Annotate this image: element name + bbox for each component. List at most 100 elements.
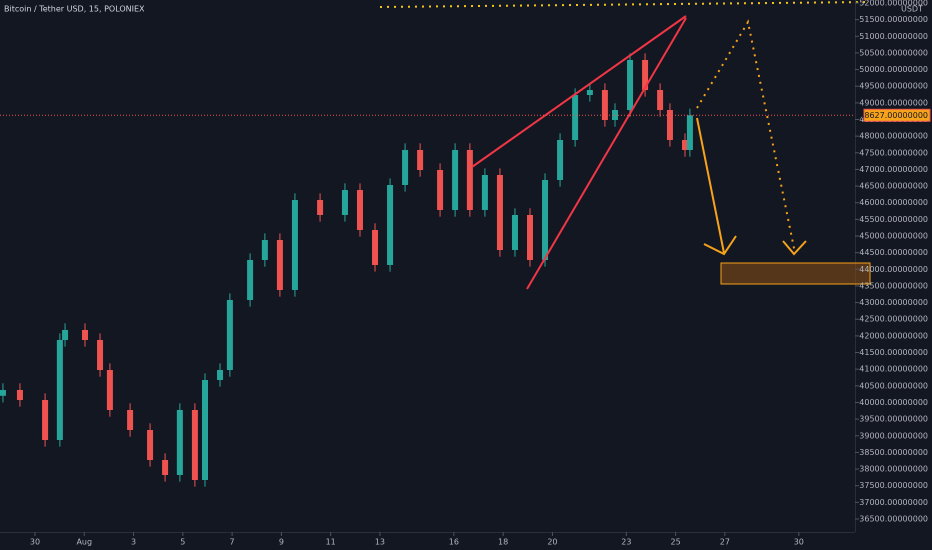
candle-body bbox=[372, 229, 379, 265]
y-tick-label: 41500.00000000 bbox=[859, 348, 928, 357]
candle-body bbox=[341, 190, 348, 215]
candle-body bbox=[217, 370, 224, 380]
candle-body bbox=[402, 150, 409, 185]
y-tick-label: 46500.00000000 bbox=[859, 182, 928, 191]
y-tick-label: 47000.00000000 bbox=[859, 165, 928, 174]
candle-body bbox=[62, 329, 69, 340]
x-tick-label: 11 bbox=[326, 538, 336, 547]
candle-body bbox=[127, 409, 134, 431]
y-tick-label: 48000.00000000 bbox=[859, 132, 928, 141]
y-tick-label: 45500.00000000 bbox=[859, 215, 928, 224]
candle-body bbox=[16, 389, 23, 401]
y-tick-label: 44000.00000000 bbox=[859, 265, 928, 274]
y-tick-label: 51500.00000000 bbox=[859, 15, 928, 24]
y-tick-label: 44500.00000000 bbox=[859, 248, 928, 257]
last-price-label: 48627.00000000 bbox=[859, 111, 928, 120]
candle-body bbox=[56, 339, 63, 440]
x-tick-label: 25 bbox=[671, 538, 681, 547]
arrow bbox=[696, 117, 725, 254]
x-tick-label: 7 bbox=[230, 538, 235, 547]
y-tick-label: 40000.00000000 bbox=[859, 398, 928, 407]
candle-body bbox=[666, 110, 673, 141]
candle-body bbox=[642, 59, 649, 91]
y-tick-label: 50500.00000000 bbox=[859, 48, 928, 57]
candle-body bbox=[191, 409, 198, 481]
y-tick-label: 38500.00000000 bbox=[859, 448, 928, 457]
candle-body bbox=[317, 200, 324, 215]
candle-body bbox=[202, 380, 209, 481]
y-tick-label: 47500.00000000 bbox=[859, 148, 928, 157]
candle-body bbox=[261, 240, 268, 260]
candle-body bbox=[627, 59, 634, 111]
x-tick-label: 18 bbox=[498, 538, 508, 547]
candle-body bbox=[527, 214, 534, 260]
x-tick-label: 3 bbox=[131, 538, 136, 547]
candle-body bbox=[387, 184, 394, 265]
y-tick-label: 37000.00000000 bbox=[859, 498, 928, 507]
y-tick-label: 51000.00000000 bbox=[859, 32, 928, 41]
chart-title: Bitcoin / Tether USD, 15, POLONIEX bbox=[4, 5, 145, 14]
candle-body bbox=[176, 409, 183, 476]
arrow-head bbox=[782, 240, 807, 256]
candle-body bbox=[106, 370, 113, 410]
y-tick-label: 46000.00000000 bbox=[859, 198, 928, 207]
candle-body bbox=[247, 259, 254, 301]
x-tick-label: 23 bbox=[621, 538, 631, 547]
candle-body bbox=[97, 339, 104, 371]
x-tick-label: 27 bbox=[720, 538, 730, 547]
x-tick-label: 20 bbox=[547, 538, 557, 547]
y-tick-label: 49500.00000000 bbox=[859, 82, 928, 91]
candle-body bbox=[0, 389, 6, 396]
axis-unit: USDT bbox=[901, 5, 923, 14]
x-tick-label: 30 bbox=[30, 538, 40, 547]
y-tick-label: 45000.00000000 bbox=[859, 232, 928, 241]
candle-body bbox=[466, 150, 473, 210]
y-tick-label: 39000.00000000 bbox=[859, 431, 928, 440]
candle-body bbox=[481, 175, 488, 210]
y-tick-label: 50000.00000000 bbox=[859, 65, 928, 74]
y-tick-label: 49000.00000000 bbox=[859, 98, 928, 107]
y-tick-label: 37500.00000000 bbox=[859, 481, 928, 490]
y-tick-label: 52000.00000000 bbox=[859, 0, 928, 7]
dotted-arrow bbox=[696, 19, 796, 254]
candle-body bbox=[681, 140, 688, 151]
arrow-head bbox=[703, 235, 737, 256]
candle-body bbox=[657, 90, 664, 111]
candle-body bbox=[276, 240, 283, 290]
drawings bbox=[379, 1, 871, 290]
x-tick-label: 30 bbox=[794, 538, 804, 547]
candle-body bbox=[452, 150, 459, 210]
y-tick-label: 40500.00000000 bbox=[859, 381, 928, 390]
x-tick-label: 5 bbox=[180, 538, 185, 547]
x-tick-label: Aug bbox=[76, 538, 92, 547]
y-tick-label: 42000.00000000 bbox=[859, 331, 928, 340]
candle-body bbox=[542, 179, 549, 260]
dotted-line bbox=[379, 1, 871, 8]
candle-body bbox=[557, 140, 564, 180]
wedge-line bbox=[471, 15, 687, 168]
candle-body bbox=[417, 150, 424, 171]
plot bbox=[0, 53, 693, 487]
y-tick-label: 42500.00000000 bbox=[859, 315, 928, 324]
x-tick-label: 13 bbox=[375, 538, 385, 547]
last-price-box bbox=[863, 108, 931, 122]
candle-body bbox=[162, 459, 169, 476]
candle-body bbox=[511, 214, 518, 251]
candle-body bbox=[496, 175, 503, 251]
y-tick-label: 39500.00000000 bbox=[859, 415, 928, 424]
y-tick-label: 36500.00000000 bbox=[859, 514, 928, 523]
candle-body bbox=[686, 115, 693, 151]
x-tick-label: 9 bbox=[279, 538, 284, 547]
candle-body bbox=[586, 90, 593, 96]
y-tick-label: 38000.00000000 bbox=[859, 465, 928, 474]
candle-body bbox=[601, 90, 608, 121]
target-zone bbox=[720, 262, 871, 285]
y-tick-label: 43500.00000000 bbox=[859, 281, 928, 290]
candle-body bbox=[42, 400, 49, 440]
candle-body bbox=[82, 329, 89, 340]
candle-body bbox=[226, 300, 233, 371]
y-tick-label: 41000.00000000 bbox=[859, 365, 928, 374]
candle-body bbox=[437, 170, 444, 210]
x-tick-label: 16 bbox=[449, 538, 459, 547]
